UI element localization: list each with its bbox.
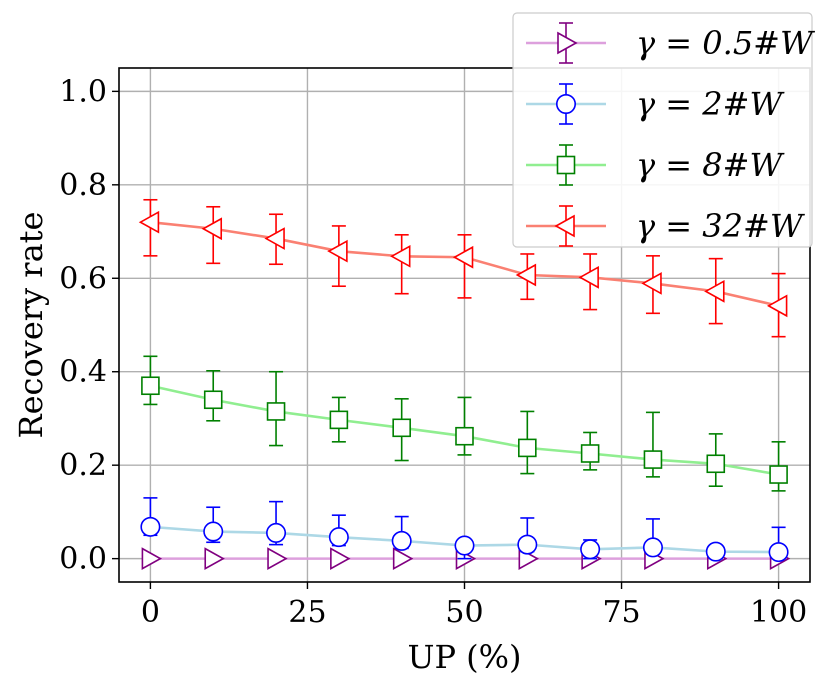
data-point <box>455 426 474 446</box>
series-3 <box>138 198 788 338</box>
y-tick-label: 1.0 <box>59 74 107 109</box>
y-tick-label: 0.2 <box>59 448 107 483</box>
data-point <box>769 465 788 484</box>
data-point <box>705 541 726 562</box>
legend-label: γ = 2#W <box>636 85 785 123</box>
data-point <box>768 542 789 563</box>
data-point <box>454 535 475 556</box>
legend-label: γ = 32#W <box>636 207 806 245</box>
data-point <box>517 534 538 555</box>
y-tick-label: 0.0 <box>59 542 107 577</box>
data-point <box>327 239 348 263</box>
x-tick-label: 50 <box>445 595 483 630</box>
data-point <box>203 390 223 410</box>
x-tick-label: 25 <box>288 595 326 630</box>
data-point <box>706 454 726 474</box>
series-1 <box>140 497 789 563</box>
legend-label: γ = 0.5#W <box>636 24 816 62</box>
legend-label: γ = 8#W <box>636 146 785 184</box>
y-axis-label: Recovery rate <box>12 212 50 439</box>
series-2 <box>141 355 788 492</box>
legend-marker <box>556 155 576 175</box>
data-point <box>580 444 600 463</box>
data-point <box>391 530 412 551</box>
data-point <box>704 279 725 303</box>
x-tick-label: 75 <box>602 595 640 630</box>
data-point <box>392 547 414 570</box>
data-point <box>580 539 601 560</box>
legend-box <box>512 12 813 248</box>
legend: γ = 0.5#W γ = 2#W γ = 8#W γ = 32#W <box>512 12 816 248</box>
data-point <box>641 272 662 295</box>
data-point <box>642 537 663 558</box>
data-point <box>330 547 351 570</box>
y-tick-label: 0.8 <box>59 168 107 203</box>
data-point <box>267 547 288 570</box>
y-tick-label: 0.6 <box>59 261 107 296</box>
legend-entry: γ = 32#W <box>526 205 806 247</box>
data-point <box>766 294 788 318</box>
data-point <box>203 521 224 542</box>
data-point <box>518 438 537 458</box>
y-tick-label: 0.4 <box>59 355 107 390</box>
x-axis-label: UP (%) <box>407 638 521 676</box>
data-point <box>578 265 599 289</box>
x-tick-label: 100 <box>750 595 807 630</box>
data-point <box>266 522 287 543</box>
data-point <box>643 450 663 469</box>
legend-entry: γ = 2#W <box>526 83 785 125</box>
data-point <box>328 527 349 548</box>
data-point <box>452 245 474 269</box>
data-point <box>140 516 161 537</box>
data-point <box>204 547 225 570</box>
data-point <box>201 217 223 241</box>
legend-marker <box>557 31 578 55</box>
x-tick-label: 0 <box>141 595 160 630</box>
data-point <box>266 402 286 421</box>
data-point <box>515 263 537 287</box>
legend-marker <box>555 94 576 115</box>
data-point <box>390 244 411 268</box>
data-point <box>141 547 163 570</box>
axis-ticks: 0 25 50 75 100 0.0 0.2 0.4 0.6 0.8 1.0 <box>59 74 807 630</box>
legend-entry: γ = 0.5#W <box>526 22 816 64</box>
data-point <box>392 418 411 438</box>
series-layer <box>138 198 791 570</box>
legend-marker <box>554 214 575 238</box>
data-point <box>141 376 160 396</box>
legend-entry: γ = 8#W <box>526 144 785 186</box>
data-point <box>329 410 349 430</box>
data-point <box>264 227 285 250</box>
data-point <box>138 210 160 234</box>
